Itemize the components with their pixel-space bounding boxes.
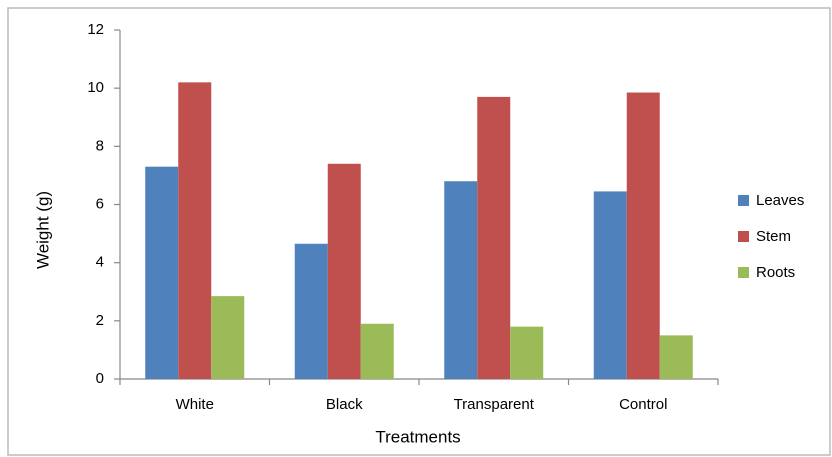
bar — [477, 96, 511, 380]
legend-label: Roots — [756, 264, 795, 281]
legend-label: Leaves — [756, 192, 804, 209]
y-tick-label: 10 — [87, 79, 104, 96]
y-tick-label: 2 — [96, 312, 104, 329]
y-tick-label: 8 — [96, 137, 104, 154]
y-axis-title: Weight (g) — [33, 191, 52, 269]
bar — [444, 181, 478, 379]
legend-label: Stem — [756, 228, 791, 245]
x-tick-label: White — [176, 396, 214, 413]
x-axis-title: Treatments — [375, 427, 460, 446]
legend-swatch — [738, 231, 749, 242]
bar — [593, 191, 627, 379]
bar — [211, 296, 245, 379]
y-tick-label: 12 — [87, 21, 104, 38]
y-tick-label: 0 — [96, 370, 104, 387]
legend-swatch — [738, 195, 749, 206]
bar — [510, 326, 544, 379]
bar — [360, 323, 394, 379]
x-tick-label: Black — [326, 396, 363, 413]
bar — [626, 92, 660, 379]
bar — [178, 82, 212, 379]
bar — [327, 163, 361, 379]
legend-swatch — [738, 267, 749, 278]
bar — [145, 166, 179, 379]
chart-frame — [7, 7, 831, 456]
y-tick-label: 6 — [96, 195, 104, 212]
x-tick-label: Transparent — [454, 396, 535, 413]
y-tick-label: 4 — [96, 254, 104, 271]
x-tick-label: Control — [619, 396, 667, 413]
bar — [294, 243, 328, 379]
bar — [659, 335, 693, 379]
